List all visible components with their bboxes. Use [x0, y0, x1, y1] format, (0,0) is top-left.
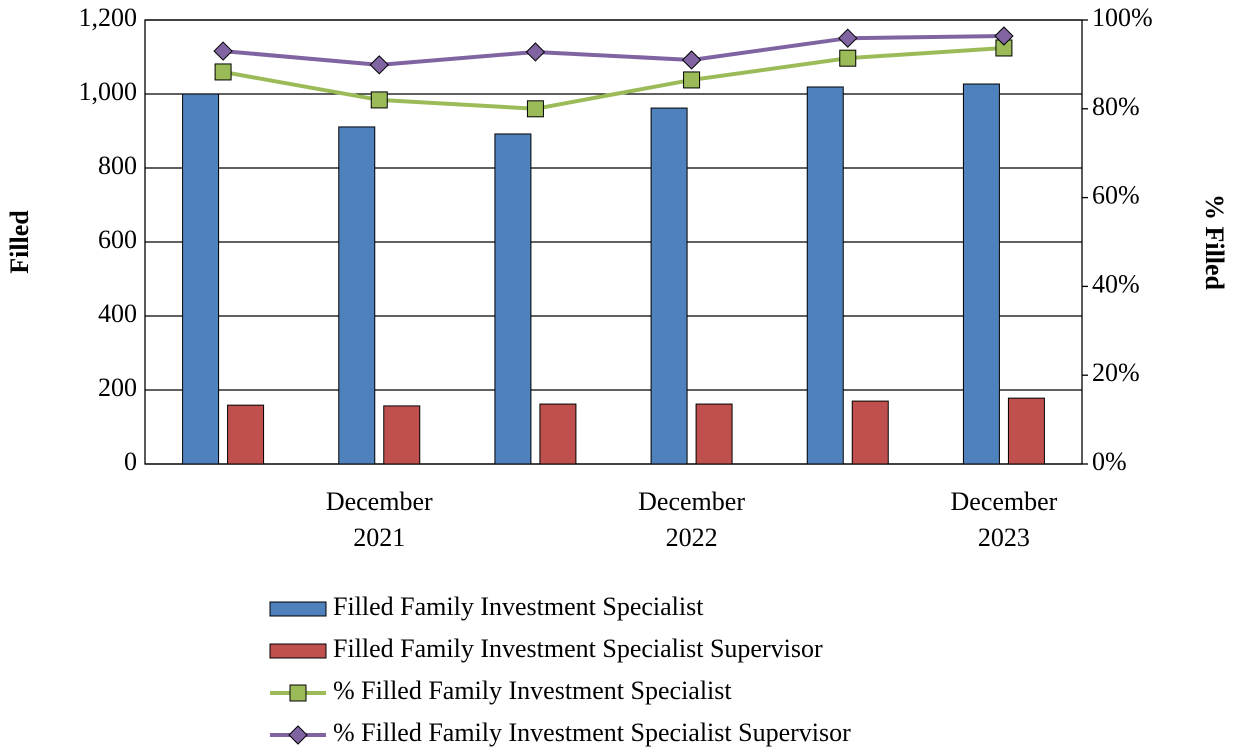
line-marker: [683, 71, 701, 89]
x-tick-label-line: December: [326, 487, 433, 516]
y2-tick-label: 0%: [1092, 447, 1127, 476]
bar: [383, 405, 421, 465]
y2-tick-label: 60%: [1092, 181, 1140, 210]
bar: [695, 403, 733, 465]
line-marker: [838, 28, 858, 48]
y-tick-label: 1,200: [79, 3, 138, 32]
x-tick-label-line: December: [951, 487, 1058, 516]
y-tick-label: 0: [124, 447, 137, 476]
line-marker: [214, 63, 232, 81]
line-marker: [994, 26, 1014, 46]
line-marker: [681, 50, 702, 70]
y-tick-label: 600: [98, 225, 137, 254]
y-tick-label: 400: [98, 299, 137, 328]
x-tick-label-line: 2023: [978, 523, 1030, 552]
bar: [539, 403, 577, 465]
bar: [962, 83, 1000, 465]
line-marker: [289, 684, 307, 702]
y2-axis-title: % Filled: [1200, 194, 1229, 291]
bar: [806, 86, 844, 465]
y2-tick-label: 40%: [1092, 269, 1140, 298]
line-marker: [525, 42, 546, 62]
legend-label: % Filled Family Investment Specialist Su…: [333, 718, 851, 747]
y2-tick-label: 80%: [1092, 92, 1140, 121]
x-tick-label: December 2022: [638, 487, 745, 552]
line-marker: [369, 55, 389, 75]
x-tick-label-line: 2022: [666, 523, 718, 552]
y2-tick-label: 100%: [1092, 3, 1153, 32]
legend-swatch: [269, 601, 327, 617]
plot-border: [144, 19, 1083, 465]
line-marker: [213, 41, 233, 61]
bar: [650, 107, 688, 465]
x-tick-label: December 2023: [951, 487, 1058, 552]
line-marker: [839, 49, 857, 67]
y2-tick-label: 20%: [1092, 358, 1140, 387]
line: [222, 45, 1005, 111]
legend-label: Filled Family Investment Specialist: [333, 592, 704, 621]
bar: [227, 404, 265, 465]
y-tick-label: 200: [98, 373, 137, 402]
bar: [1007, 397, 1045, 465]
y-tick-label: 1,000: [79, 77, 138, 106]
bar: [338, 126, 376, 465]
bar: [851, 400, 889, 465]
legend-swatch: [269, 643, 327, 659]
line-marker: [526, 100, 544, 118]
x-tick-label-line: December: [638, 487, 745, 516]
x-tick-label: December 2021: [326, 487, 433, 552]
line: [222, 33, 1004, 67]
y-tick-label: 800: [98, 151, 137, 180]
x-tick-label-line: 2021: [353, 523, 405, 552]
bar: [494, 133, 532, 465]
bar: [182, 93, 220, 465]
legend-label: % Filled Family Investment Specialist: [333, 676, 732, 705]
legend-label: Filled Family Investment Specialist Supe…: [333, 634, 823, 663]
line-marker: [288, 725, 308, 745]
line-marker: [370, 91, 388, 109]
y-axis-title: Filled: [5, 210, 34, 274]
